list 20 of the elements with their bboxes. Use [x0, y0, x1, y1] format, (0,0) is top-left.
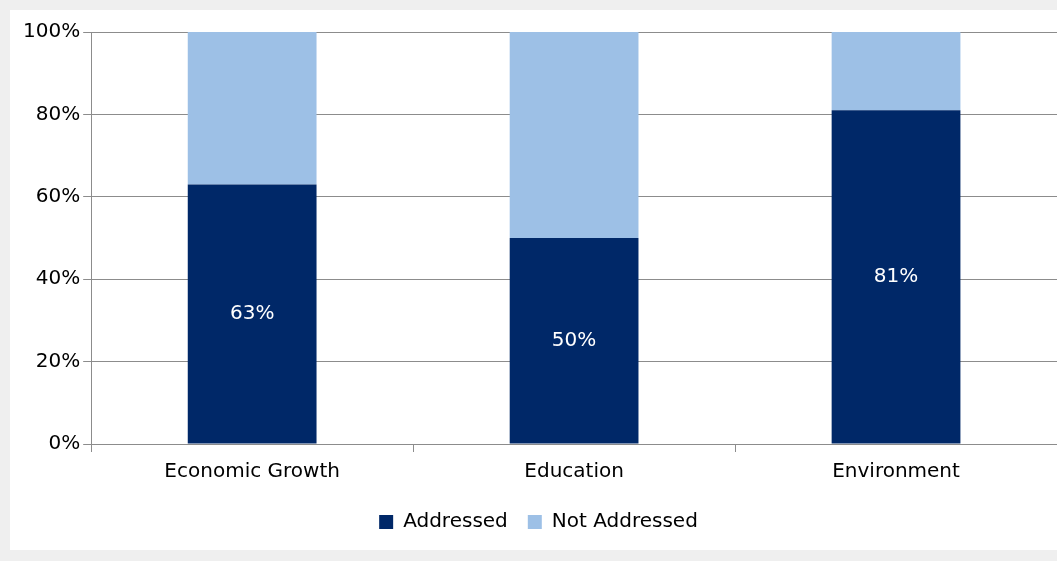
y-tick-label: 60%	[35, 183, 81, 207]
legend-label: Not Addressed	[551, 508, 698, 533]
data-label: 50%	[551, 326, 597, 351]
y-tick-label: 20%	[35, 347, 81, 372]
y-tick-label: 80%	[35, 100, 81, 125]
y-tick-label: 0%	[48, 430, 81, 455]
bar	[187, 32, 317, 185]
bar	[831, 110, 961, 444]
x-tick-label: Education	[524, 458, 624, 483]
data-label: 81%	[873, 263, 919, 288]
y-tick-label: 40%	[35, 265, 81, 290]
legend-label: Addressed	[403, 508, 508, 533]
data-label: 63%	[229, 300, 275, 325]
x-tick-label: Economic Growth	[164, 458, 340, 483]
bar	[831, 32, 961, 111]
bar	[187, 184, 317, 444]
bar	[509, 32, 639, 238]
x-tick-label: Environment	[832, 458, 961, 483]
bar	[509, 238, 639, 444]
y-tick-label: 100%	[22, 18, 81, 43]
